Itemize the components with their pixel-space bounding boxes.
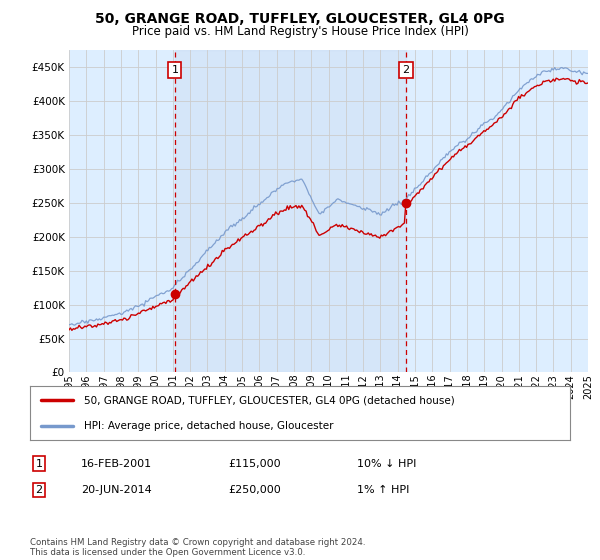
Text: 16-FEB-2001: 16-FEB-2001 — [81, 459, 152, 469]
Text: 50, GRANGE ROAD, TUFFLEY, GLOUCESTER, GL4 0PG (detached house): 50, GRANGE ROAD, TUFFLEY, GLOUCESTER, GL… — [84, 395, 455, 405]
Text: 50, GRANGE ROAD, TUFFLEY, GLOUCESTER, GL4 0PG: 50, GRANGE ROAD, TUFFLEY, GLOUCESTER, GL… — [95, 12, 505, 26]
Bar — [175, 50, 406, 372]
Text: 10% ↓ HPI: 10% ↓ HPI — [357, 459, 416, 469]
Text: 2: 2 — [35, 485, 43, 495]
Text: 2: 2 — [402, 65, 409, 74]
Text: 1% ↑ HPI: 1% ↑ HPI — [357, 485, 409, 495]
Text: £250,000: £250,000 — [228, 485, 281, 495]
Text: 20-JUN-2014: 20-JUN-2014 — [81, 485, 152, 495]
Text: Price paid vs. HM Land Registry's House Price Index (HPI): Price paid vs. HM Land Registry's House … — [131, 25, 469, 38]
Text: HPI: Average price, detached house, Gloucester: HPI: Average price, detached house, Glou… — [84, 421, 334, 431]
Text: 1: 1 — [35, 459, 43, 469]
Text: £115,000: £115,000 — [228, 459, 281, 469]
Text: 1: 1 — [172, 65, 178, 74]
Text: Contains HM Land Registry data © Crown copyright and database right 2024.
This d: Contains HM Land Registry data © Crown c… — [30, 538, 365, 557]
